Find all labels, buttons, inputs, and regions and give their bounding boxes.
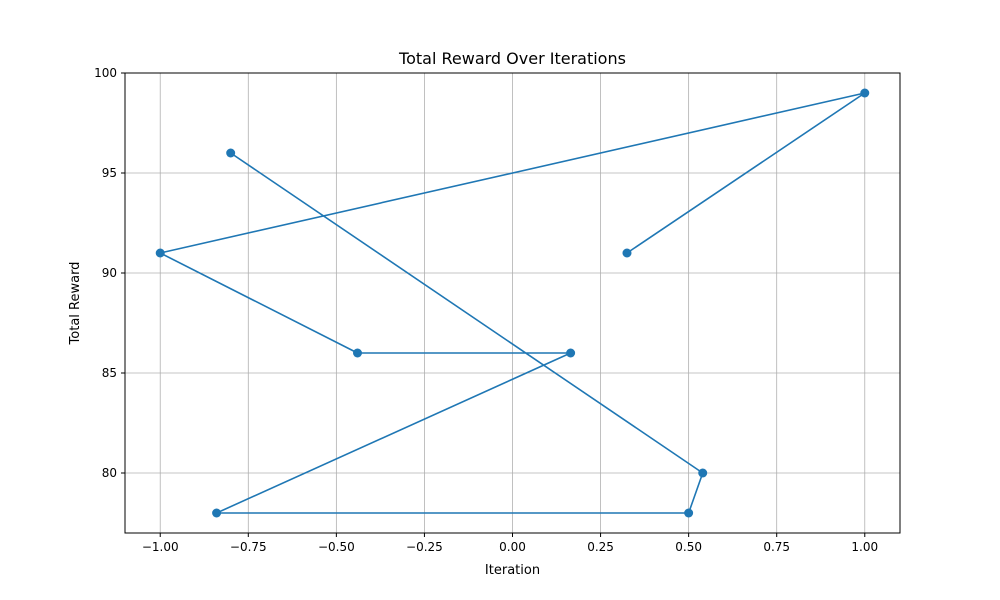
x-tick-label: −0.75 (230, 540, 267, 554)
data-point (566, 348, 576, 358)
y-tick-label: 90 (102, 266, 117, 280)
data-point (212, 508, 222, 518)
series-layer (155, 88, 870, 518)
x-tick-label: 1.00 (851, 540, 878, 554)
y-tick-label: 95 (102, 166, 117, 180)
y-axis-ticks: 80 85 90 95 100 (94, 66, 125, 480)
y-tick-label: 100 (94, 66, 117, 80)
x-tick-label: 0.50 (675, 540, 702, 554)
x-tick-label: −0.50 (318, 540, 355, 554)
x-tick-label: 0.75 (763, 540, 790, 554)
data-point (684, 508, 694, 518)
data-point (622, 248, 632, 258)
data-point (860, 88, 870, 98)
x-tick-label: 0.00 (499, 540, 526, 554)
data-point (155, 248, 165, 258)
x-axis-ticks: −1.00 −0.75 −0.50 −0.25 0.00 0.25 0.50 0.75 1.00 (142, 533, 878, 554)
y-tick-label: 80 (102, 466, 117, 480)
x-tick-label: 0.25 (587, 540, 614, 554)
data-point (226, 148, 236, 158)
x-tick-label: −0.25 (406, 540, 443, 554)
y-tick-label: 85 (102, 366, 117, 380)
data-point (353, 348, 362, 358)
x-tick-label: −1.00 (142, 540, 179, 554)
chart-title: Total Reward Over Iterations (398, 49, 626, 68)
x-axis-label: Iteration (485, 563, 540, 578)
y-axis-label: Total Reward (68, 262, 83, 346)
data-point (698, 468, 708, 478)
